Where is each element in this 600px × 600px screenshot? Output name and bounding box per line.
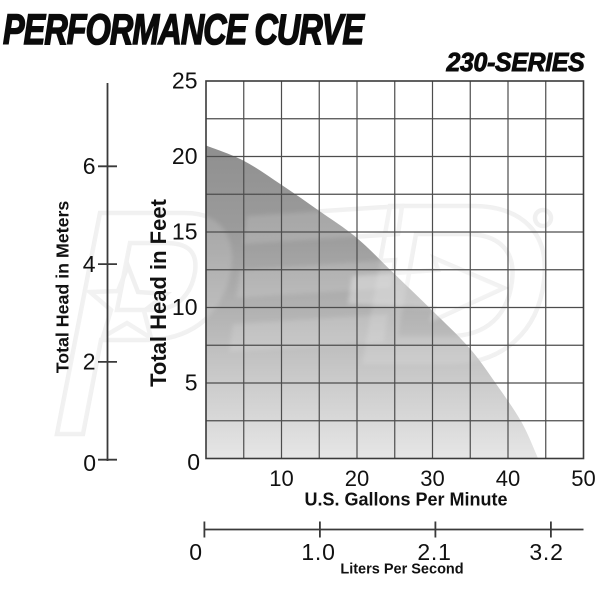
- svg-text:10: 10: [172, 294, 198, 320]
- svg-text:10: 10: [269, 466, 293, 491]
- svg-text:20: 20: [345, 466, 369, 491]
- svg-text:2.1: 2.1: [417, 539, 451, 565]
- svg-text:5: 5: [185, 369, 198, 395]
- svg-text:Liters Per Second: Liters Per Second: [340, 562, 463, 578]
- svg-text:0: 0: [187, 449, 200, 475]
- svg-text:40: 40: [496, 466, 520, 491]
- svg-text:Total Head in Feet: Total Head in Feet: [146, 198, 171, 387]
- svg-text:3.2: 3.2: [529, 539, 563, 565]
- svg-text:6: 6: [83, 153, 96, 179]
- svg-text:50: 50: [571, 466, 595, 491]
- svg-text:30: 30: [420, 466, 444, 491]
- svg-text:20: 20: [172, 143, 198, 169]
- svg-text:2: 2: [83, 349, 96, 375]
- svg-text:4: 4: [83, 251, 96, 277]
- svg-text:25: 25: [172, 67, 198, 93]
- svg-text:0: 0: [189, 539, 203, 565]
- svg-text:Total Head in Meters: Total Head in Meters: [53, 201, 73, 374]
- svg-text:U.S. Gallons Per Minute: U.S. Gallons Per Minute: [304, 490, 507, 510]
- svg-text:0: 0: [83, 450, 96, 476]
- svg-text:15: 15: [172, 218, 198, 244]
- svg-text:1.0: 1.0: [301, 539, 335, 565]
